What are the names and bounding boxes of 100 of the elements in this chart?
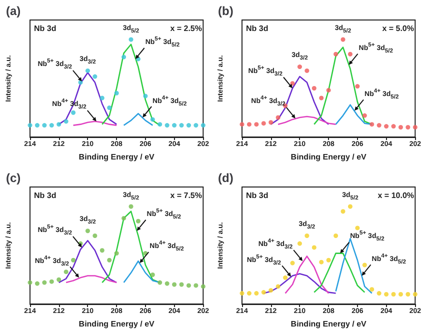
point	[92, 234, 98, 238]
point	[240, 122, 244, 127]
point	[128, 37, 134, 42]
point	[64, 119, 68, 124]
text: x = 2.5%	[170, 24, 202, 34]
text: x = 7.5%	[170, 191, 202, 202]
point	[297, 64, 302, 70]
point	[334, 234, 338, 238]
point	[246, 122, 252, 127]
point	[194, 123, 198, 128]
text: Nb 3d	[34, 24, 56, 34]
point	[326, 258, 331, 262]
point	[42, 123, 47, 128]
point	[340, 209, 346, 214]
point	[268, 288, 274, 293]
point	[391, 124, 396, 129]
point	[384, 292, 389, 296]
text: Nb 3d	[246, 191, 268, 202]
point	[122, 216, 126, 220]
point	[406, 125, 410, 130]
point	[355, 226, 360, 230]
point	[326, 88, 331, 92]
point	[384, 124, 389, 129]
point	[391, 292, 396, 296]
point	[290, 260, 295, 266]
text: x = 5.0%	[382, 24, 414, 34]
point	[71, 258, 76, 262]
point	[114, 90, 119, 96]
point	[71, 110, 76, 115]
point	[268, 120, 274, 125]
point	[172, 282, 177, 287]
point	[150, 117, 155, 122]
point	[28, 280, 32, 285]
point	[186, 123, 191, 128]
point	[254, 291, 259, 296]
point	[276, 115, 280, 120]
point	[304, 68, 310, 73]
point	[370, 122, 374, 127]
point	[340, 37, 346, 42]
point	[200, 123, 206, 128]
chart-title: (c)	[6, 171, 21, 185]
point	[334, 52, 338, 56]
point	[412, 125, 418, 130]
text: Nb 3d	[246, 24, 268, 34]
point	[64, 270, 68, 274]
point	[348, 204, 352, 209]
point	[254, 122, 259, 127]
point	[158, 280, 162, 285]
text: Nb 3d	[34, 191, 56, 202]
point	[376, 291, 382, 296]
point	[200, 284, 206, 289]
point	[122, 54, 126, 60]
point	[246, 291, 252, 296]
point	[85, 68, 90, 73]
point	[261, 121, 266, 126]
point	[172, 123, 177, 128]
point	[297, 241, 302, 246]
point	[406, 292, 410, 296]
chart-title: (d)	[218, 171, 234, 185]
point	[362, 262, 367, 268]
point	[261, 290, 266, 295]
text: x = 10.0%	[378, 191, 414, 202]
point	[276, 284, 280, 289]
point	[49, 279, 54, 284]
point	[136, 218, 140, 224]
point	[355, 84, 360, 89]
point	[376, 123, 382, 128]
x-axis-title: Binding Energy / eV	[78, 320, 156, 328]
point	[319, 96, 324, 100]
point	[312, 245, 316, 250]
point	[100, 96, 104, 100]
point	[34, 123, 40, 128]
point	[362, 113, 367, 118]
point	[56, 277, 62, 282]
point	[143, 94, 148, 98]
point	[164, 123, 170, 128]
point	[194, 283, 198, 288]
point	[114, 251, 119, 256]
point	[85, 228, 90, 234]
point	[128, 204, 134, 209]
point	[179, 123, 184, 128]
point	[398, 292, 403, 296]
x-axis-title: Binding Energy / eV	[290, 320, 368, 328]
point	[92, 74, 98, 79]
point	[28, 123, 32, 128]
point	[100, 248, 104, 253]
point	[283, 275, 288, 280]
point	[412, 292, 418, 296]
chart-title: (b)	[218, 4, 234, 18]
chart-title: (a)	[6, 4, 21, 18]
point	[348, 52, 352, 56]
point	[312, 86, 316, 90]
point	[186, 283, 191, 288]
point	[240, 291, 244, 296]
point	[164, 281, 170, 286]
point	[49, 123, 54, 128]
point	[398, 125, 403, 130]
point	[319, 260, 324, 264]
point	[56, 122, 62, 127]
point	[150, 272, 155, 277]
